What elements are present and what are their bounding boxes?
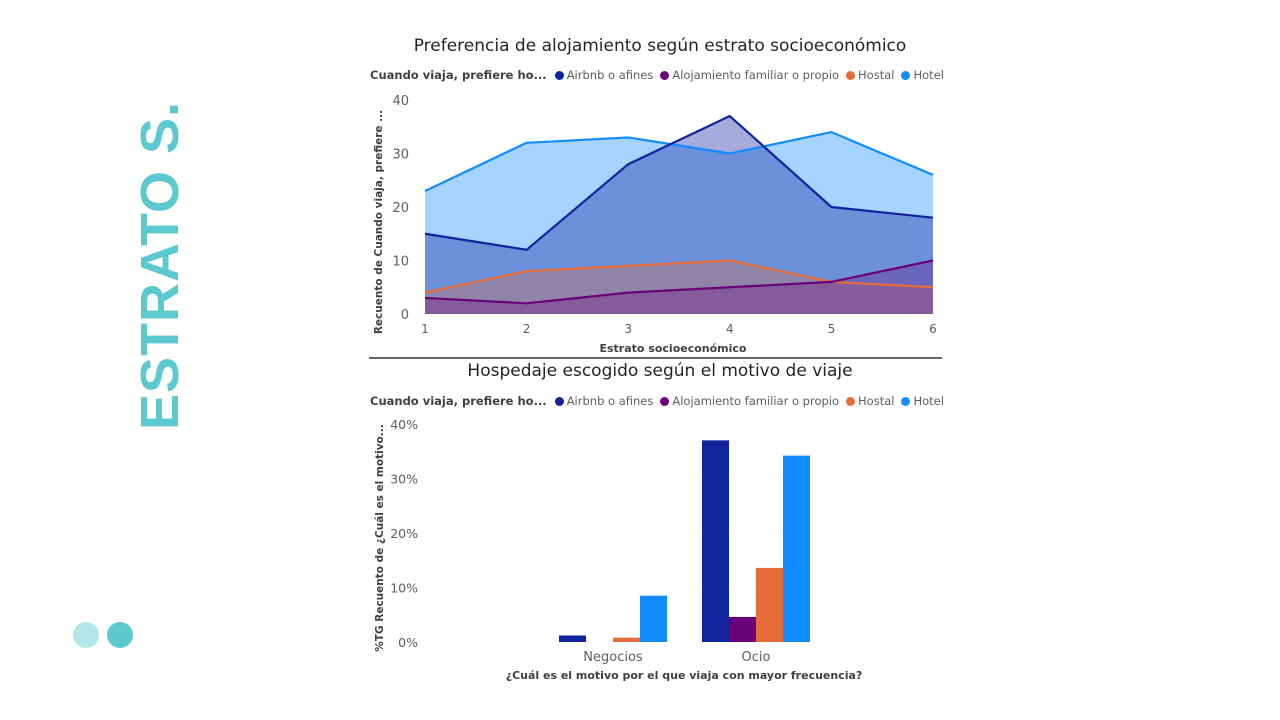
legend-label: Airbnb o afines	[566, 68, 654, 82]
bar-ocio-hotel	[783, 455, 810, 642]
y-tick-label: 10%	[390, 581, 418, 596]
area-fill-airbnb-o-afines	[425, 116, 933, 314]
chart-divider	[369, 357, 942, 359]
series-line-airbnb-o-afines	[424, 114, 934, 251]
legend-item-hotel[interactable]: Hotel	[901, 394, 944, 408]
bar-negocios-hostal	[613, 637, 640, 642]
bar-chart-panel[interactable]: Hospedaje escogido según el motivo de vi…	[360, 358, 960, 688]
bar-chart-legend: Cuando viaja, prefiere ho... Airbnb o af…	[370, 394, 951, 408]
y-tick-label: 10	[392, 255, 409, 270]
legend-label: Hostal	[858, 394, 895, 408]
series-line-alojamiento-familiar-o-propio	[424, 259, 934, 305]
legend-swatch	[554, 396, 564, 406]
legend-title: Cuando viaja, prefiere ho...	[370, 68, 547, 82]
x-axis-title: ¿Cuál es el motivo por el que viaja con …	[506, 669, 863, 682]
side-title: ESTRATO S.	[130, 100, 190, 430]
legend-item-airbnb[interactable]: Airbnb o afines	[554, 394, 654, 408]
area-fill-hotel	[425, 132, 933, 314]
decorative-dot-dark	[107, 622, 133, 648]
y-tick-label: 20%	[390, 526, 418, 541]
area-chart-legend: Cuando viaja, prefiere ho... Airbnb o af…	[370, 68, 951, 82]
x-tick-label: 1	[421, 322, 429, 336]
legend-swatch	[901, 396, 911, 406]
legend-label: Hotel	[913, 394, 944, 408]
x-tick-label: Ocio	[742, 650, 771, 665]
legend-item-hostal[interactable]: Hostal	[846, 68, 894, 82]
area-chart-panel[interactable]: Preferencia de alojamiento según estrato…	[360, 30, 960, 358]
legend-swatch	[660, 396, 670, 406]
y-tick-label: 40%	[390, 417, 418, 432]
legend-label: Hotel	[913, 68, 944, 82]
legend-swatch	[554, 70, 564, 80]
legend-label: Alojamiento familiar o propio	[672, 394, 840, 408]
bar-ocio-airbnb-o-afines	[702, 440, 729, 642]
legend-swatch	[660, 70, 670, 80]
legend-item-airbnb[interactable]: Airbnb o afines	[554, 68, 654, 82]
legend-swatch	[846, 396, 856, 406]
legend-swatch	[901, 70, 911, 80]
y-tick-label: 40	[392, 94, 409, 109]
area-chart-title: Preferencia de alojamiento según estrato…	[413, 36, 907, 56]
x-tick-label: 4	[726, 322, 734, 336]
legend-label: Airbnb o afines	[566, 394, 654, 408]
y-tick-label: 30%	[390, 472, 418, 487]
decorative-dot-light	[73, 622, 99, 648]
bar-chart-svg: 0% 10% 20% 30% 40% Negocios Ocio ¿Cuál es el mo…	[374, 417, 940, 682]
bar-ocio-alojamiento-familiar-o-propio	[729, 616, 756, 642]
bar-negocios-hotel	[640, 595, 667, 642]
bar-negocios-airbnb-o-afines	[559, 635, 586, 642]
legend-label: Hostal	[858, 68, 895, 82]
legend-item-hotel[interactable]: Hotel	[901, 68, 944, 82]
x-tick-label: Negocios	[583, 650, 643, 665]
y-tick-label: 30	[392, 148, 409, 163]
area-chart-svg: 0 10 20 30 40 1 2 3 4 5 6 Estrato socioeconómico Rec…	[373, 94, 937, 355]
legend-label: Alojamiento familiar o propio	[672, 68, 840, 82]
y-tick-label: 20	[392, 201, 409, 216]
legend-swatch	[846, 70, 856, 80]
bar-chart-title: Hospedaje escogido según el motivo de vi…	[467, 361, 853, 381]
y-tick-label: 0%	[398, 635, 418, 650]
legend-item-familiar[interactable]: Alojamiento familiar o propio	[660, 394, 839, 408]
legend-item-hostal[interactable]: Hostal	[846, 394, 894, 408]
x-tick-label: 2	[523, 322, 531, 336]
y-tick-label: 0	[401, 308, 409, 323]
x-axis-title: Estrato socioeconómico	[599, 342, 746, 355]
x-tick-label: 5	[828, 322, 836, 336]
series-line-hostal	[424, 259, 934, 294]
x-tick-label: 3	[624, 322, 632, 336]
legend-item-familiar[interactable]: Alojamiento familiar o propio	[660, 68, 839, 82]
y-axis-title: Recuento de Cuando viaja, prefiere ...	[373, 110, 385, 334]
y-axis-title: %TG Recuento de ¿Cuál es el motivo...	[374, 424, 386, 651]
legend-title: Cuando viaja, prefiere ho...	[370, 394, 547, 408]
x-tick-label: 6	[929, 322, 937, 336]
bar-ocio-hostal	[756, 567, 783, 642]
series-line-hotel	[424, 130, 934, 192]
